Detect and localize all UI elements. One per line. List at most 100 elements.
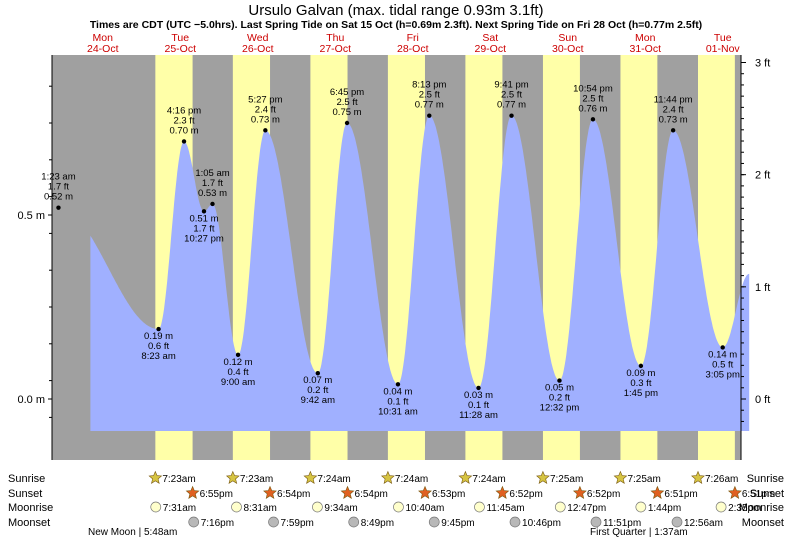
tide-ft: 2.5 ft xyxy=(582,93,603,104)
water-area xyxy=(90,115,750,431)
tide-point xyxy=(156,326,161,332)
tide-m-label: 0.77 m xyxy=(497,100,526,111)
tide-m-label: 0.51 m xyxy=(189,213,218,224)
tide-ft: 0.2 ft xyxy=(549,393,570,404)
moonset-icon xyxy=(590,516,602,528)
sunset-time: 6:55pm xyxy=(200,489,233,500)
sunrise-time: 7:25am xyxy=(550,474,583,485)
tide-time: 4:16 pm xyxy=(167,105,201,116)
tide-ft: 2.5 ft xyxy=(336,97,357,108)
axes: 0.0 m 0.5 m 0 ft 1 ft 2 ft 3 ft xyxy=(17,55,770,460)
moonset-icon xyxy=(671,516,683,528)
tide-ft: 1.7 ft xyxy=(48,182,69,193)
tide-ft: 2.5 ft xyxy=(501,90,522,101)
sunset-row-label: Sunset xyxy=(8,488,42,500)
tide-time: 9:41 pm xyxy=(494,80,528,91)
row-star-icon xyxy=(418,485,432,499)
tide-time: 3:05 pm xyxy=(706,369,740,380)
day-name: Mon xyxy=(93,32,114,44)
day-name: Thu xyxy=(326,32,344,44)
row-star-icon xyxy=(380,470,395,484)
sunset-time: 6:54pm xyxy=(277,489,310,500)
sunset-time: 6:51pm xyxy=(742,489,775,500)
row-star-icon xyxy=(727,485,742,499)
tide-point xyxy=(720,345,725,350)
day-date: 29-Oct xyxy=(474,43,506,55)
tide-ft: 0.5 ft xyxy=(712,359,733,370)
row-star-icon xyxy=(458,470,473,484)
tide-m-label: 0.75 m xyxy=(333,107,362,118)
day-name: Sat xyxy=(482,32,498,44)
tide-point xyxy=(344,120,350,126)
row-star-icon xyxy=(536,470,550,484)
day-date: 31-Oct xyxy=(629,43,661,55)
moonrise-time: 11:45am xyxy=(486,503,524,514)
tide-point xyxy=(235,352,241,358)
moonset-icon xyxy=(509,516,521,528)
sunset-time: 6:52pm xyxy=(509,489,542,500)
moonset-row-label-right: Moonset xyxy=(742,517,784,529)
sunrise-row-label-right: Sunrise xyxy=(747,473,784,485)
tide-time: 10:54 pm xyxy=(573,83,613,94)
tide-time: 10:27 pm xyxy=(184,233,224,244)
day-date: 24-Oct xyxy=(87,43,119,55)
tide-ft: 1.7 ft xyxy=(202,178,223,189)
moonset-row-label: Moonset xyxy=(8,517,50,529)
day-date: 25-Oct xyxy=(164,43,196,55)
tide-point xyxy=(181,139,187,144)
moonrise-icon xyxy=(231,501,242,513)
row-star-icon xyxy=(572,485,587,499)
tide-point xyxy=(509,113,514,118)
moonrise-icon xyxy=(474,501,485,513)
moonset-icon xyxy=(348,516,360,528)
day-name: Mon xyxy=(635,32,656,44)
moonrise-row-label-right: Moonrise xyxy=(739,502,784,514)
tide-point xyxy=(557,378,562,383)
right-tick-label: 2 ft xyxy=(755,170,770,182)
tide-ft: 0.1 ft xyxy=(387,396,408,407)
day-name: Tue xyxy=(714,32,732,44)
moonrise-time: 10:40am xyxy=(405,503,444,514)
moonrise-icon xyxy=(715,501,727,513)
tide-m-label: 0.07 m xyxy=(303,375,332,386)
day-date: 28-Oct xyxy=(397,43,429,55)
sunrise-time: 7:24am xyxy=(395,474,428,485)
row-star-icon xyxy=(650,485,665,499)
moonrise-time: 1:44pm xyxy=(648,503,681,514)
tide-m-label: 0.05 m xyxy=(545,383,574,394)
day-name: Sun xyxy=(558,32,577,44)
day-labels: Mon24-OctTue25-OctWed26-OctThu27-OctFri2… xyxy=(87,32,740,55)
tide-m-label: 0.73 m xyxy=(659,114,688,125)
tide-ft: 2.3 ft xyxy=(173,115,194,126)
sunset-time: 6:53pm xyxy=(432,489,465,500)
tide-ft: 2.4 ft xyxy=(255,104,276,115)
row-star-icon xyxy=(340,485,355,499)
sunrise-time: 7:24am xyxy=(317,474,350,485)
row-star-icon xyxy=(225,470,240,484)
moonrise-time: 2:35pm xyxy=(728,503,761,514)
moonset-icon xyxy=(268,516,279,528)
tide-time: 1:23 am xyxy=(41,172,75,183)
row-star-icon xyxy=(263,485,277,499)
moonrise-icon xyxy=(393,501,404,513)
tide-m-label: 0.04 m xyxy=(383,386,412,397)
tide-m-label: 0.77 m xyxy=(415,100,444,111)
sunset-time: 6:52pm xyxy=(587,489,620,500)
tide-time: 1:45 pm xyxy=(624,388,658,399)
tide-point xyxy=(670,128,676,133)
tide-point xyxy=(201,209,207,214)
tide-ft: 1.7 ft xyxy=(193,223,214,234)
moonrise-time: 8:31am xyxy=(244,503,277,514)
tide-ft: 0.2 ft xyxy=(307,385,328,396)
moonset-icon xyxy=(188,516,200,528)
moonset-time: 9:45pm xyxy=(441,518,474,529)
day-name: Tue xyxy=(171,32,189,44)
tide-time: 12:32 pm xyxy=(540,403,580,414)
tide-m-label: 0.52 m xyxy=(44,192,73,203)
tide-point xyxy=(210,201,215,207)
tide-annotations: 1:23 am1.7 ft0.52 m0.19 m0.6 ft8:23 am4:… xyxy=(41,80,740,421)
tide-time: 1:05 am xyxy=(195,168,229,179)
tide-point xyxy=(476,385,481,391)
moonrise-time: 9:34am xyxy=(324,503,357,514)
